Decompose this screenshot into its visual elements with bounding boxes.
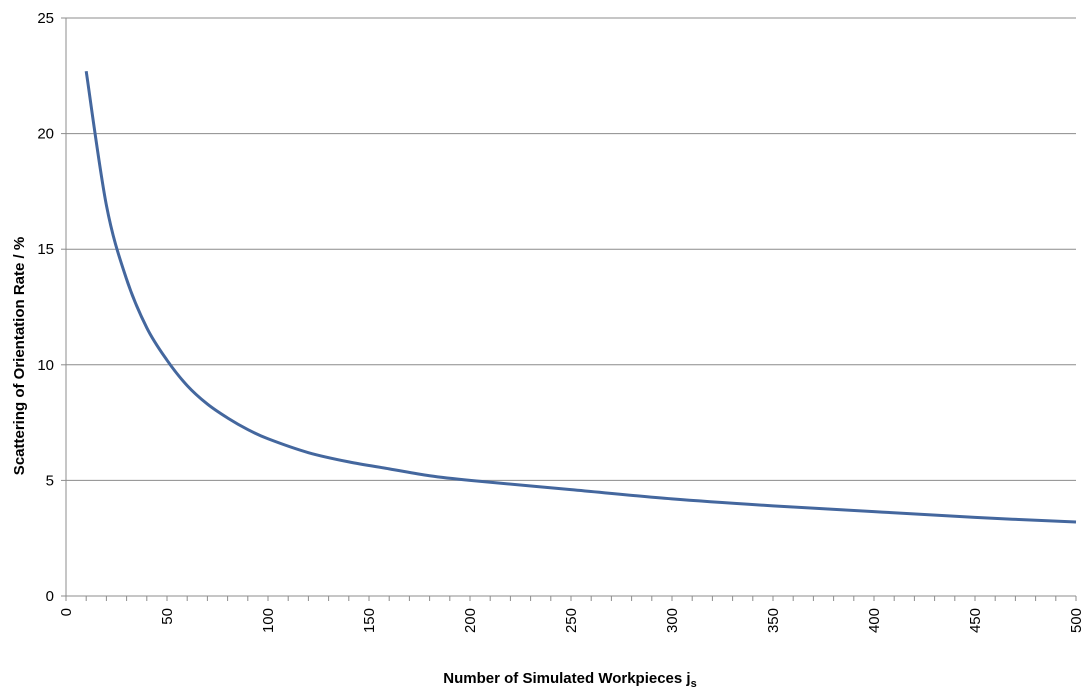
x-tick-label: 0 (58, 608, 75, 616)
x-tick-label: 450 (967, 608, 984, 633)
y-tick-labels: 0 5 10 15 20 25 (37, 10, 54, 605)
x-tick-label: 50 (159, 608, 176, 625)
y-tick-label: 0 (46, 588, 54, 605)
x-tick-label: 100 (260, 608, 277, 633)
y-tick-label: 5 (46, 472, 54, 489)
x-axis-title-main: Number of Simulated Workpieces j (443, 670, 690, 687)
x-tick-labels: 0 50 100 150 200 250 300 350 400 450 500 (58, 608, 1083, 633)
x-axis-title-subscript: s (691, 678, 697, 690)
x-tick-label: 150 (361, 608, 378, 633)
y-tick-label: 10 (37, 357, 54, 374)
x-tick-label: 350 (765, 608, 782, 633)
series-layer (84, 70, 1077, 524)
y-tick-label: 15 (37, 241, 54, 258)
y-axis-title: Scattering of Orientation Rate / % (11, 237, 28, 475)
y-tick-label: 20 (37, 126, 54, 143)
x-tick-label: 300 (664, 608, 681, 633)
x-tick-label: 200 (462, 608, 479, 633)
x-axis-title: Number of Simulated Workpieces js (443, 670, 696, 690)
y-tick-label: 25 (37, 10, 54, 27)
x-tick-label: 250 (563, 608, 580, 633)
gridlines (66, 17, 1076, 481)
series-line-0 (84, 70, 1077, 524)
axes (61, 17, 1077, 601)
x-tick-label: 500 (1068, 608, 1083, 633)
x-tick-label: 400 (866, 608, 883, 633)
